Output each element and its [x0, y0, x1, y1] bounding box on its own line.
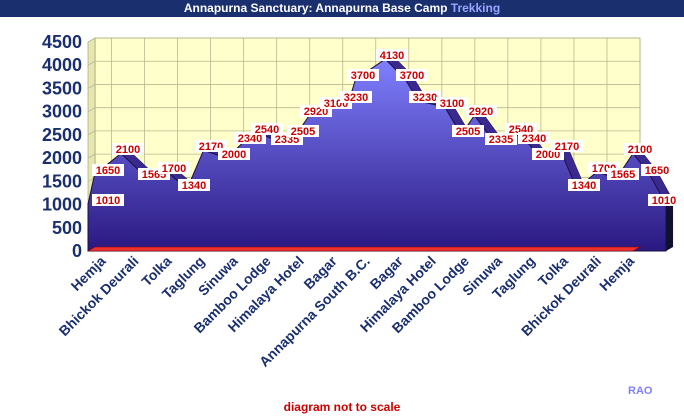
- data-label-box: [465, 105, 497, 117]
- y-tick-label: 2000: [42, 148, 82, 168]
- data-label-box: [452, 125, 484, 137]
- data-label-box: [641, 164, 673, 176]
- data-label: 1010: [96, 195, 120, 207]
- data-label-box: [518, 132, 550, 144]
- gridline: [87, 130, 96, 136]
- data-labels: 1010165021001565170013402170200023402540…: [92, 49, 680, 207]
- gridline: [87, 153, 96, 159]
- data-label-box: [92, 194, 124, 206]
- data-label-box: [112, 143, 144, 155]
- data-label: 2100: [116, 144, 140, 156]
- data-label: 2505: [456, 126, 480, 138]
- data-label: 2100: [628, 144, 652, 156]
- gridline: [87, 84, 96, 89]
- data-label-box: [340, 91, 372, 103]
- data-label: 2920: [469, 106, 493, 118]
- footnote: diagram not to scale: [283, 400, 401, 414]
- data-label-box: [158, 162, 190, 174]
- plot-floor: [86, 246, 642, 252]
- y-axis-ticks: 0 500 1000 1500 2000 2500 3000 3500 4000 4500: [42, 32, 82, 261]
- data-label-box: [568, 179, 600, 191]
- data-label: 4130: [380, 50, 404, 62]
- area-right-edge: [666, 200, 674, 251]
- data-label-box: [376, 49, 408, 61]
- gridline: [87, 107, 96, 113]
- data-label: 3700: [400, 70, 424, 82]
- data-label: 3230: [413, 92, 437, 104]
- data-label: 1650: [96, 165, 120, 177]
- data-label: 1010: [652, 195, 676, 207]
- y-tick-label: 500: [52, 218, 82, 238]
- chart-title: Annapurna Sanctuary: Annapurna Base Camp…: [0, 0, 684, 17]
- chart-title-accent: Trekking: [450, 1, 501, 15]
- data-label-box: [92, 164, 124, 176]
- data-label: 1340: [572, 180, 596, 192]
- y-tick-label: 0: [72, 241, 82, 261]
- data-label-box: [551, 140, 583, 152]
- data-label-box: [648, 194, 680, 206]
- data-label: 3700: [351, 70, 375, 82]
- data-label-box: [218, 148, 250, 160]
- gridline: [87, 37, 96, 43]
- x-tick-label: Hemja: [596, 253, 637, 294]
- data-label-box: [607, 168, 639, 180]
- y-tick-label: 1500: [42, 171, 82, 191]
- data-label: 3230: [344, 92, 368, 104]
- data-label: 2170: [199, 141, 223, 153]
- y-tick-label: 3500: [42, 78, 82, 98]
- data-label-box: [251, 123, 283, 135]
- chart-title-main: Annapurna Sanctuary: Annapurna Base Camp: [183, 1, 448, 15]
- y-tick-label: 3000: [42, 102, 82, 122]
- credit: RAO: [628, 385, 653, 397]
- gridline: [87, 60, 96, 66]
- data-label: 3100: [440, 98, 464, 110]
- y-tick-label: 4000: [42, 55, 82, 75]
- data-label: 1340: [182, 180, 206, 192]
- data-label-box: [347, 69, 379, 81]
- y-tick-label: 2500: [42, 125, 82, 145]
- data-label: 2505: [291, 126, 315, 138]
- data-label-box: [178, 179, 210, 191]
- data-label-box: [624, 143, 656, 155]
- data-label: 1565: [611, 169, 635, 181]
- data-label: 2340: [238, 133, 262, 145]
- y-tick-label: 4500: [42, 32, 82, 52]
- data-label: 2335: [489, 134, 513, 146]
- data-label-box: [485, 133, 517, 145]
- data-label: 1650: [645, 165, 669, 177]
- data-label-box: [287, 125, 319, 137]
- y-tick-label: 1000: [42, 195, 82, 215]
- data-label: 2000: [222, 149, 246, 161]
- data-label: 2170: [555, 141, 579, 153]
- data-label-box: [409, 91, 441, 103]
- data-label-box: [396, 69, 428, 81]
- data-label: 2340: [522, 133, 546, 145]
- data-label: 1700: [162, 163, 186, 175]
- data-label-box: [436, 97, 468, 109]
